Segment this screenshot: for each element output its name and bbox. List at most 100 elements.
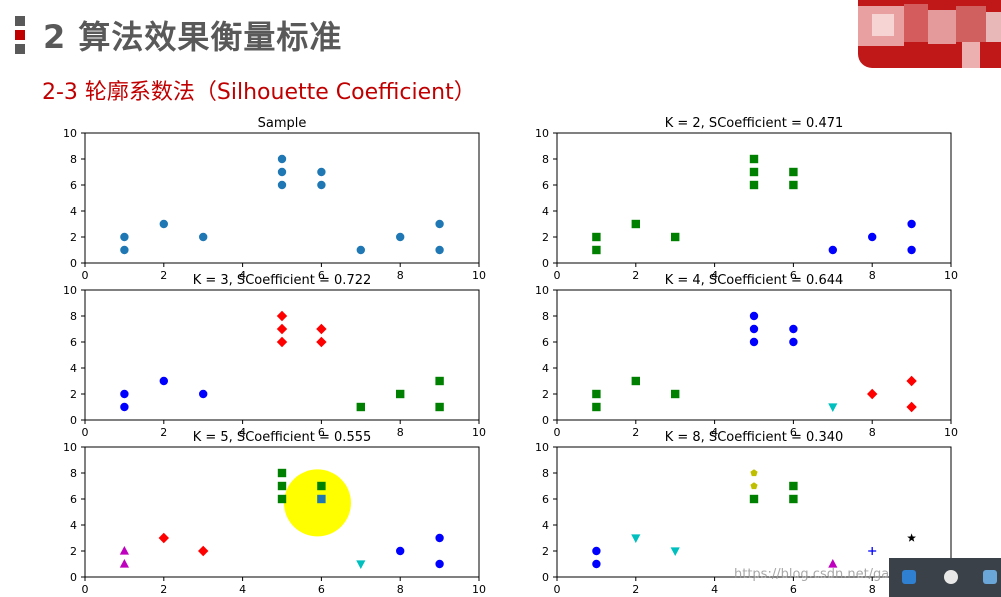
data-point bbox=[120, 245, 129, 255]
x-tick-label: 10 bbox=[944, 426, 958, 439]
x-tick-label: 8 bbox=[869, 583, 876, 596]
x-tick-label: 0 bbox=[82, 426, 89, 439]
subplot-3: K = 3, SCoefficient = 0.722 0 2 4 6 8 10 0 2 4 6 8 1… bbox=[63, 273, 486, 439]
y-tick-label: 4 bbox=[70, 205, 77, 218]
data-point bbox=[592, 559, 601, 569]
data-point bbox=[435, 219, 444, 229]
data-point bbox=[276, 310, 288, 322]
x-tick-label: 0 bbox=[554, 269, 561, 282]
y-tick-label: 6 bbox=[542, 179, 549, 192]
data-point bbox=[199, 389, 208, 399]
data-point bbox=[159, 376, 168, 386]
x-tick-label: 10 bbox=[944, 269, 958, 282]
data-point bbox=[828, 403, 838, 412]
x-tick-label: 6 bbox=[790, 269, 797, 282]
x-tick-label: 4 bbox=[239, 269, 246, 282]
y-tick-label: 10 bbox=[535, 284, 549, 297]
shield-icon[interactable] bbox=[944, 570, 958, 584]
y-tick-label: 6 bbox=[542, 493, 549, 506]
x-tick-label: 10 bbox=[472, 426, 486, 439]
y-tick-label: 2 bbox=[542, 545, 549, 558]
axes-frame bbox=[556, 446, 952, 578]
x-tick-label: 8 bbox=[869, 426, 876, 439]
x-tick-label: 0 bbox=[82, 583, 89, 596]
y-tick-label: 0 bbox=[542, 414, 549, 427]
x-tick-label: 4 bbox=[711, 583, 718, 596]
x-tick-label: 8 bbox=[869, 269, 876, 282]
data-point bbox=[789, 337, 798, 347]
x-tick-label: 2 bbox=[632, 583, 639, 596]
data-point bbox=[670, 547, 680, 556]
data-point bbox=[356, 245, 365, 255]
data-point bbox=[277, 481, 287, 491]
y-tick-label: 8 bbox=[70, 153, 77, 166]
data-point bbox=[789, 167, 798, 177]
y-tick-label: 6 bbox=[70, 493, 77, 506]
data-point bbox=[120, 232, 129, 242]
data-point bbox=[749, 154, 759, 164]
data-point bbox=[316, 336, 327, 348]
data-point bbox=[277, 154, 287, 164]
data-point bbox=[750, 469, 758, 477]
data-point bbox=[789, 494, 798, 504]
data-point bbox=[906, 401, 917, 413]
bullet-gray-bottom bbox=[15, 44, 25, 54]
data-point bbox=[631, 376, 640, 386]
data-point bbox=[867, 388, 878, 400]
data-point bbox=[435, 245, 444, 255]
y-tick-label: 0 bbox=[542, 257, 549, 270]
data-point bbox=[120, 389, 129, 399]
x-tick-label: 0 bbox=[554, 583, 561, 596]
y-tick-label: 8 bbox=[542, 310, 549, 323]
y-tick-label: 4 bbox=[542, 362, 549, 375]
x-tick-label: 8 bbox=[397, 583, 404, 596]
y-tick-label: 8 bbox=[70, 310, 77, 323]
y-tick-label: 4 bbox=[542, 519, 549, 532]
data-point bbox=[749, 324, 759, 334]
data-point bbox=[316, 323, 327, 335]
x-tick-label: 6 bbox=[318, 426, 325, 439]
data-point bbox=[749, 337, 759, 347]
x-tick-label: 6 bbox=[318, 269, 325, 282]
data-point bbox=[868, 232, 877, 242]
data-point bbox=[907, 245, 916, 255]
x-tick-label: 4 bbox=[711, 426, 718, 439]
data-point bbox=[750, 482, 758, 490]
data-point bbox=[317, 481, 326, 491]
data-point bbox=[868, 547, 877, 555]
data-point bbox=[828, 559, 838, 568]
data-point bbox=[276, 336, 288, 348]
x-tick-label: 2 bbox=[632, 426, 639, 439]
data-point bbox=[435, 533, 444, 543]
data-point bbox=[906, 375, 917, 387]
data-point bbox=[356, 402, 365, 412]
subplot-4: K = 4, SCoefficient = 0.644 0 2 4 6 8 10 0 2 4 6 8 1… bbox=[535, 273, 958, 439]
data-point bbox=[317, 494, 326, 504]
data-point bbox=[592, 389, 601, 399]
y-tick-label: 2 bbox=[70, 545, 77, 558]
data-point bbox=[631, 219, 640, 229]
y-tick-label: 6 bbox=[70, 179, 77, 192]
axes-frame bbox=[84, 289, 480, 421]
network-icon[interactable] bbox=[983, 570, 997, 584]
bluetooth-icon[interactable] bbox=[902, 570, 916, 584]
data-point bbox=[907, 219, 916, 229]
data-point bbox=[789, 481, 798, 491]
y-tick-label: 2 bbox=[70, 388, 77, 401]
bullet-red bbox=[15, 30, 25, 40]
data-point bbox=[119, 546, 129, 555]
y-tick-label: 4 bbox=[70, 519, 77, 532]
data-point bbox=[159, 219, 168, 229]
data-point bbox=[317, 167, 326, 177]
y-tick-label: 6 bbox=[542, 336, 549, 349]
x-tick-label: 2 bbox=[632, 269, 639, 282]
y-tick-label: 2 bbox=[70, 231, 77, 244]
data-point bbox=[671, 232, 680, 242]
axes-frame bbox=[556, 289, 952, 421]
data-point bbox=[671, 389, 680, 399]
y-tick-label: 10 bbox=[63, 441, 77, 454]
subplot-title: K = 5, SCoefficient = 0.555 bbox=[193, 430, 372, 445]
x-tick-label: 10 bbox=[472, 269, 486, 282]
axes-frame bbox=[556, 132, 952, 264]
